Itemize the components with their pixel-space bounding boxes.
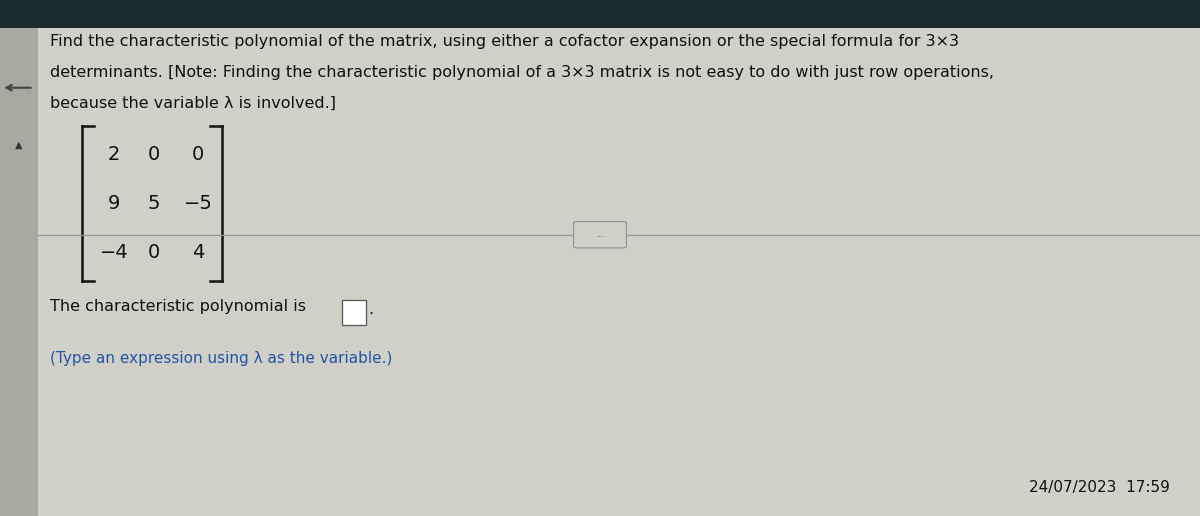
Text: ...: ... bbox=[596, 230, 604, 239]
Text: Find the characteristic polynomial of the matrix, using either a cofactor expans: Find the characteristic polynomial of th… bbox=[50, 34, 960, 49]
Text: 9: 9 bbox=[108, 195, 120, 213]
Text: −5: −5 bbox=[184, 195, 212, 213]
Bar bbox=[0, 28, 38, 516]
Text: 24/07/2023  17:59: 24/07/2023 17:59 bbox=[1030, 480, 1170, 495]
Bar bbox=[0, 0, 1200, 28]
Text: 5: 5 bbox=[148, 195, 160, 213]
Text: because the variable λ is involved.]: because the variable λ is involved.] bbox=[50, 95, 336, 110]
Text: 0: 0 bbox=[148, 244, 160, 262]
Text: 4: 4 bbox=[192, 244, 204, 262]
Bar bbox=[342, 300, 366, 325]
Text: 2: 2 bbox=[108, 146, 120, 164]
Text: −4: −4 bbox=[100, 244, 128, 262]
Text: 0: 0 bbox=[148, 146, 160, 164]
Text: 0: 0 bbox=[192, 146, 204, 164]
Text: ▲: ▲ bbox=[16, 139, 23, 150]
Text: (Type an expression using λ as the variable.): (Type an expression using λ as the varia… bbox=[50, 351, 392, 366]
Text: determinants. [Note: Finding the characteristic polynomial of a 3×3 matrix is no: determinants. [Note: Finding the charact… bbox=[50, 64, 995, 79]
Text: .: . bbox=[368, 302, 373, 317]
Text: The characteristic polynomial is: The characteristic polynomial is bbox=[50, 299, 306, 314]
FancyBboxPatch shape bbox=[574, 221, 626, 248]
